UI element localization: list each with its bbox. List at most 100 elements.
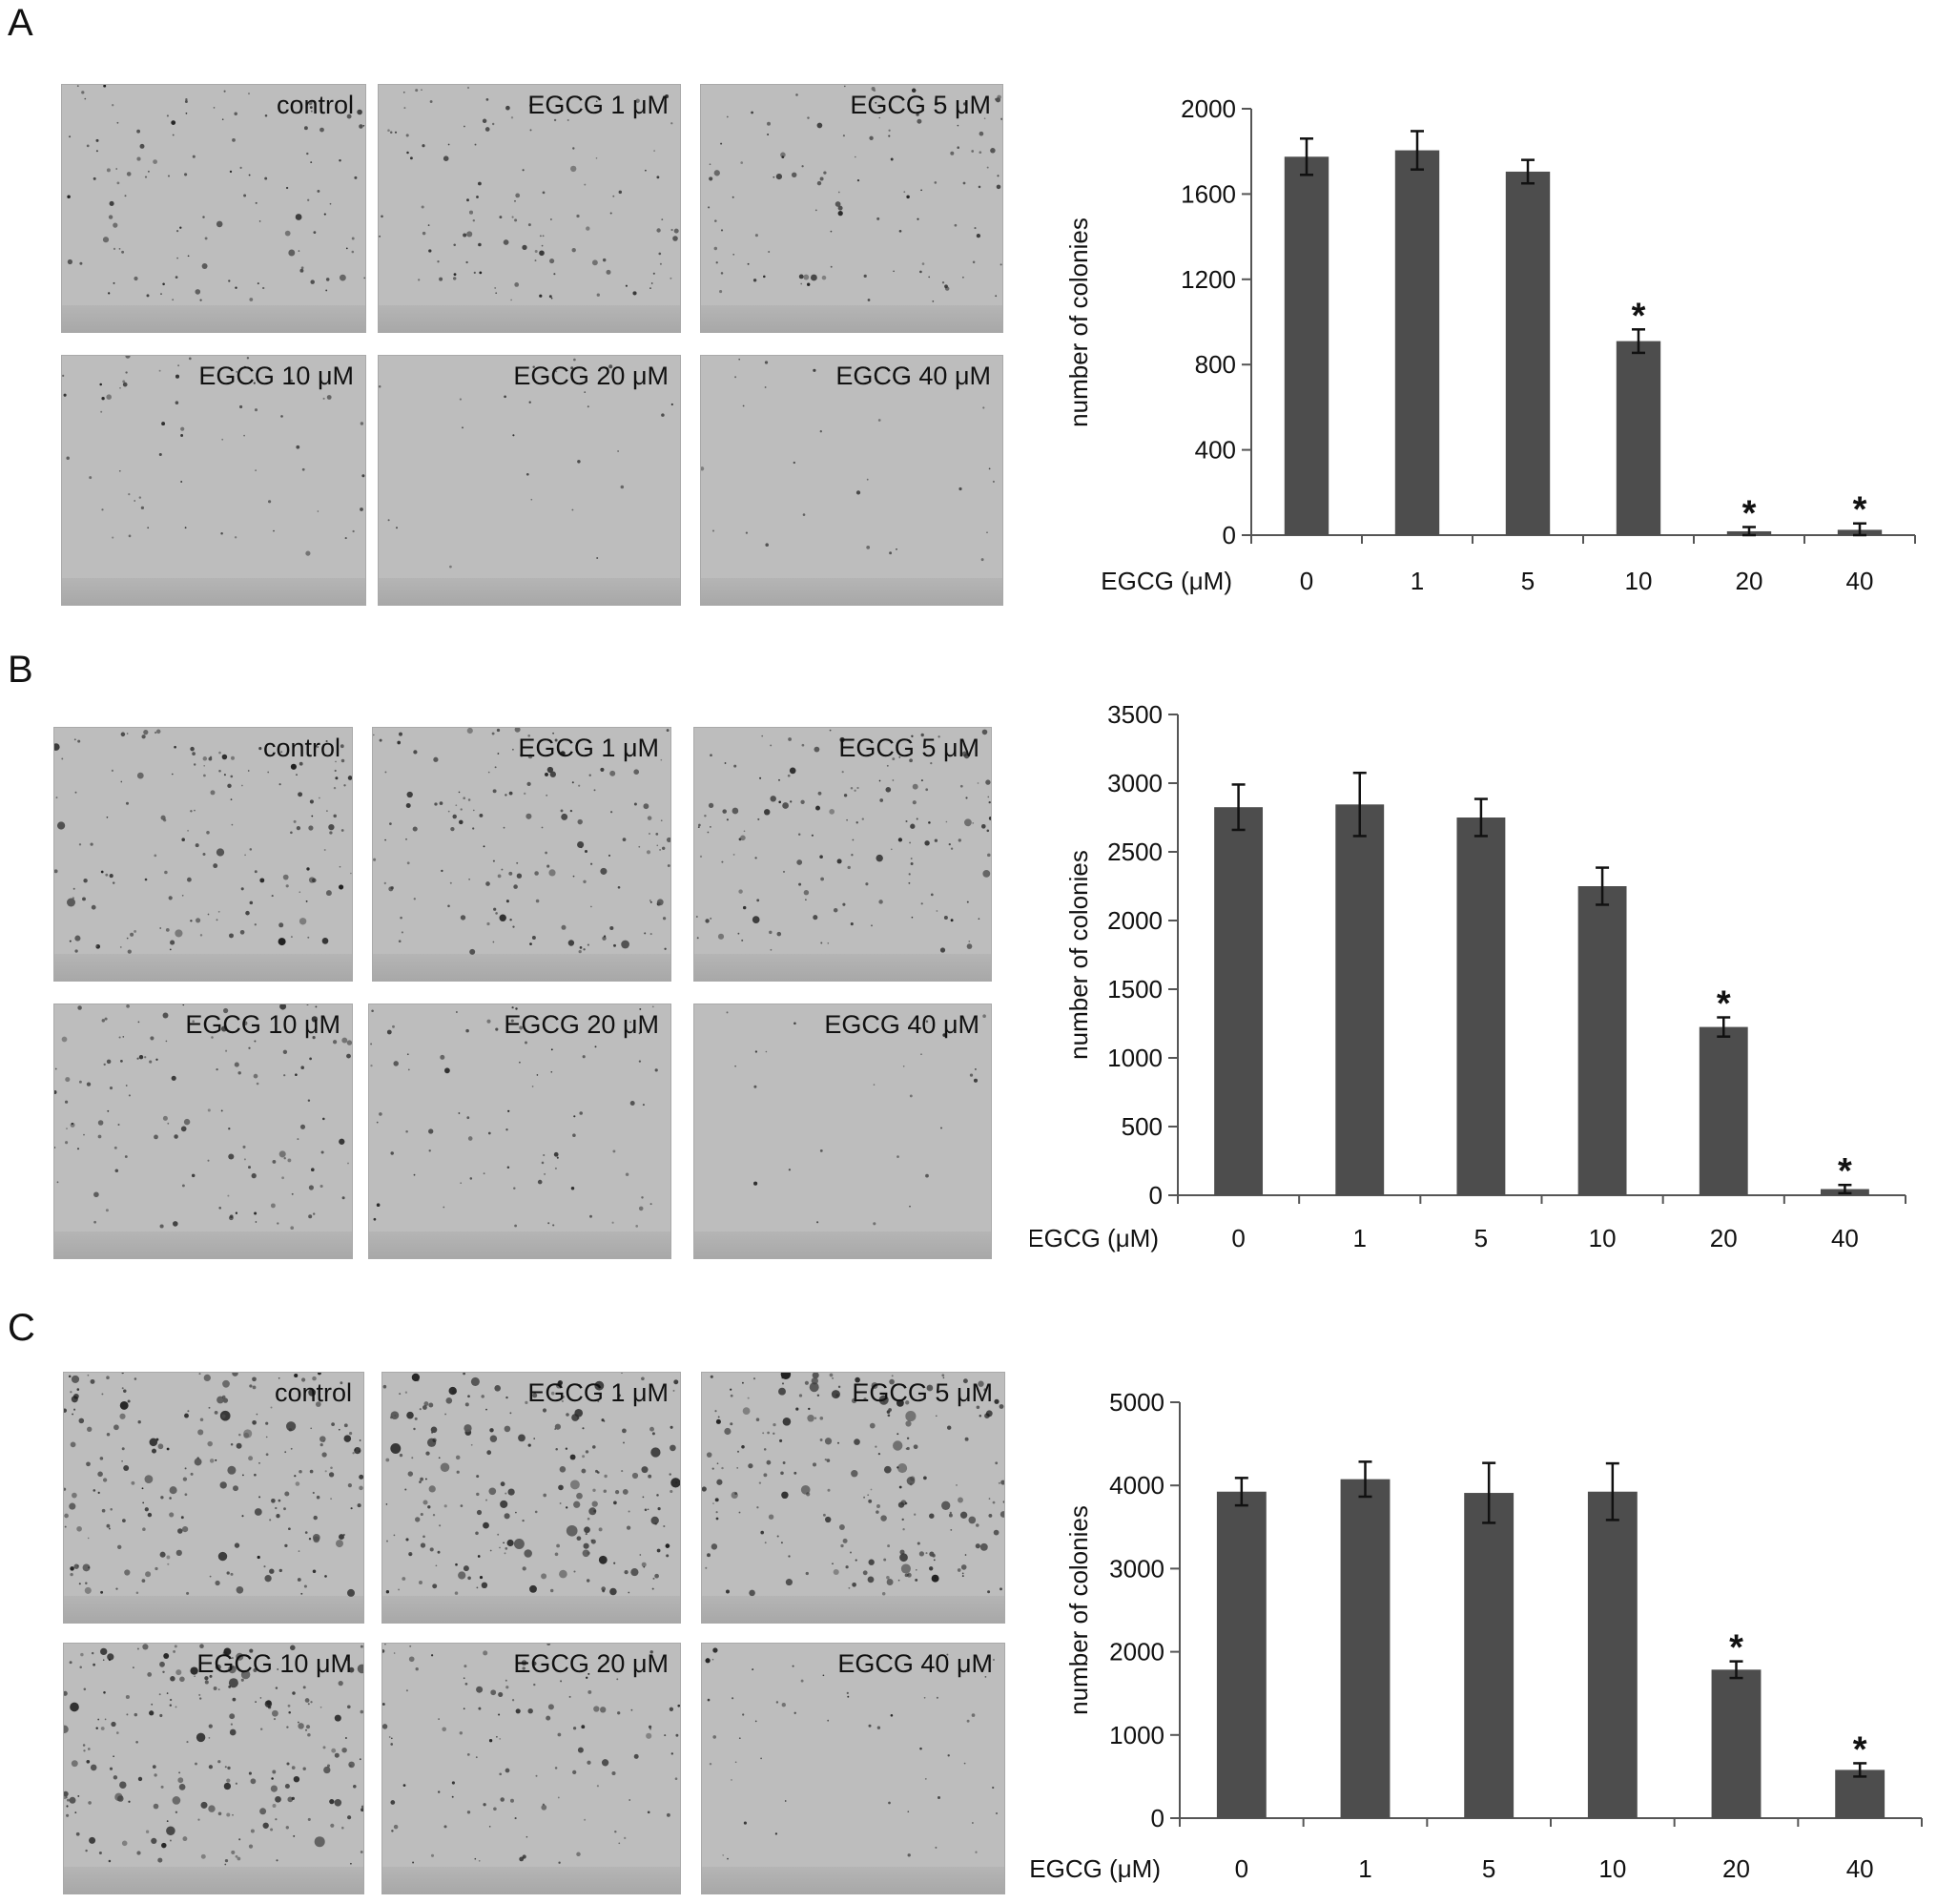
colony-dot [785, 1579, 793, 1586]
colony-dot [479, 1576, 484, 1580]
colony-dot [535, 899, 540, 903]
colony-dot [905, 1447, 908, 1450]
colony-dot [558, 1380, 561, 1383]
colony-dot [832, 1376, 835, 1379]
colony-dot [220, 1025, 227, 1032]
colony-dot [996, 184, 1001, 190]
colony-dot [196, 918, 201, 923]
colony-dot [829, 1373, 834, 1377]
colony-dot [121, 1387, 124, 1390]
colony-dot [470, 1376, 480, 1386]
colony-dot [638, 845, 641, 848]
colony-dot [782, 1461, 786, 1464]
colony-dot [614, 1830, 617, 1833]
colony-dot [77, 1794, 80, 1797]
colony-dot [971, 1713, 976, 1717]
colony-dot [529, 129, 532, 132]
colony-dot [248, 174, 251, 176]
colony-dot [176, 257, 178, 259]
colony-dot [715, 1517, 719, 1521]
colony-dot [90, 1764, 97, 1771]
colony-dot [301, 467, 305, 471]
colony-dot [310, 161, 313, 164]
colony-dot [405, 803, 411, 808]
colony-dot [260, 1728, 263, 1730]
colony-dot [360, 507, 363, 511]
colony-dot [133, 1666, 134, 1668]
colony-dot [259, 878, 265, 883]
colony-dot [1000, 117, 1002, 120]
colony-dot [333, 814, 337, 818]
colony-dot [887, 1544, 891, 1548]
colony-dot [767, 121, 771, 126]
colony-dot [890, 1714, 894, 1717]
colony-dot [259, 1697, 262, 1699]
colony-dot [541, 1161, 545, 1165]
colony-dot [384, 838, 386, 841]
colony-dot [621, 940, 629, 949]
error-bar [1300, 137, 1313, 176]
colony-dot [125, 356, 131, 359]
colony-dot [930, 893, 934, 897]
colony-dot [168, 896, 173, 900]
colony-dot [819, 430, 822, 433]
colony-dot [145, 1571, 152, 1578]
colony-dot [870, 1488, 873, 1491]
colony-dot [660, 819, 663, 822]
micrograph-label: EGCG 5 μM [850, 91, 991, 119]
colony-dot [363, 277, 365, 279]
micrograph-label: control [262, 734, 340, 762]
colony-dot [215, 1580, 220, 1586]
colony-dot [932, 300, 935, 302]
colony-dot [725, 1589, 731, 1594]
colony-dot [401, 931, 403, 934]
colony-dot [793, 1711, 796, 1714]
micrograph: EGCG 10 μM [63, 1643, 364, 1894]
colony-dot [118, 1036, 121, 1039]
colony-dot [576, 1492, 583, 1500]
colony-dot [489, 1549, 492, 1552]
colony-dot [477, 1555, 481, 1558]
colony-dot [472, 827, 475, 830]
colony-dot [560, 1680, 563, 1683]
bar [1394, 150, 1440, 535]
colony-dot [505, 1547, 508, 1550]
colony-dot [195, 289, 201, 295]
colony-dot [988, 1498, 991, 1500]
colony-dot [445, 1397, 453, 1404]
colony-dot [234, 1542, 240, 1548]
colony-dot [66, 1805, 69, 1808]
colony-dot [899, 1549, 905, 1555]
colony-dot [827, 1488, 831, 1492]
colony-dot [734, 1065, 736, 1067]
colony-dot [945, 820, 948, 823]
colony-dot [573, 1115, 576, 1118]
colony-dot [875, 1445, 877, 1448]
colony-dot [597, 1399, 600, 1402]
colony-dot [642, 1104, 645, 1107]
colony-dot [278, 1150, 286, 1158]
colony-dot [310, 1427, 313, 1430]
colony-dot [661, 218, 664, 221]
colony-dot [643, 803, 649, 810]
colony-dot [498, 1691, 504, 1697]
colony-dot [305, 900, 308, 902]
colony-dot [994, 1398, 999, 1404]
colony-dot [214, 1015, 216, 1018]
colony-dot [64, 1690, 68, 1696]
colony-dot [912, 800, 917, 805]
colony-chart-c: 0 1000 2000 3000 4000 5000 0 1 5 10 * 20 * 40 EGCG (μM… [1029, 1364, 1927, 1898]
colony-dot [180, 434, 184, 437]
colony-dot [124, 195, 127, 197]
colony-dot [754, 1050, 758, 1053]
colony-dot [272, 1769, 277, 1774]
colony-dot [958, 838, 961, 842]
colony-dot [305, 550, 311, 556]
colony-dot [447, 810, 450, 813]
colony-dot [568, 1695, 571, 1698]
colony-dot [120, 1060, 123, 1063]
colony-dot [325, 278, 330, 281]
colony-dot [100, 870, 104, 874]
colony-dot [390, 1443, 402, 1454]
colony-dot [625, 752, 628, 756]
